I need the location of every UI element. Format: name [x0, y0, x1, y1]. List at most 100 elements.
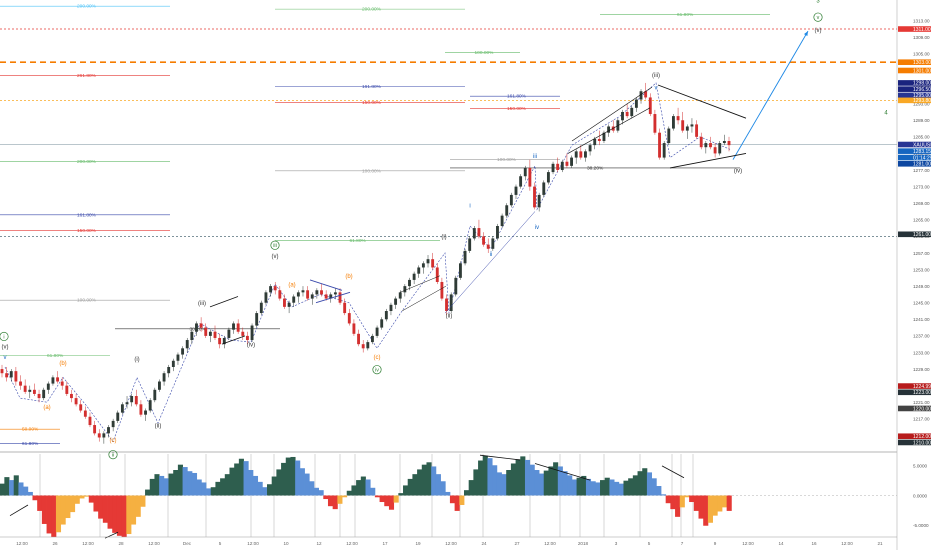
candle-body	[667, 128, 671, 144]
oscillator-bar	[187, 471, 193, 496]
trend-lines	[209, 84, 747, 345]
oscillator-bar	[182, 467, 188, 496]
price-tag-bg	[898, 160, 931, 167]
oscillator-bar	[717, 495, 723, 512]
candle-body	[408, 279, 411, 287]
wave-label: (i)	[134, 357, 139, 363]
price-tag-bg	[898, 97, 931, 104]
oscillator-bar	[9, 480, 15, 496]
candle-body	[83, 410, 87, 417]
oscillator-bar	[374, 495, 380, 498]
price-tag-bg	[898, 439, 931, 446]
candle-body	[310, 294, 314, 299]
candle-body	[278, 290, 282, 299]
oscillator-bar	[18, 482, 24, 496]
candle-body	[440, 281, 444, 299]
candle-body	[93, 425, 97, 434]
fib-label: 150.00%	[77, 228, 97, 234]
candle-body	[74, 398, 78, 405]
wave-label: 3	[816, 0, 820, 4]
candle-body	[718, 143, 722, 154]
y-tick-label: 1217.00	[913, 417, 930, 422]
x-tick-label: 12:00	[445, 541, 457, 546]
candle-body	[426, 259, 430, 264]
candle-body	[171, 360, 175, 367]
oscillator-bar	[675, 495, 681, 517]
candle-body	[449, 294, 453, 312]
oscillator-bar	[689, 495, 695, 503]
oscillator-bar	[360, 476, 366, 496]
oscillator-bar	[712, 495, 718, 516]
oscillator-bar	[281, 462, 287, 496]
oscillator-bar	[473, 469, 479, 496]
price-tag-bg	[898, 383, 931, 389]
x-tick-label: 5	[648, 541, 651, 546]
wave-label: (ii)	[446, 314, 453, 320]
price-tag-label: 1210.00	[913, 440, 931, 446]
candle-body	[70, 393, 73, 399]
wave-label-circle	[0, 331, 9, 342]
x-tick-label: 5	[219, 541, 222, 546]
oscillator-bar	[693, 495, 699, 511]
oscillator-bar	[548, 466, 554, 496]
candle-body	[435, 267, 439, 282]
candle-body	[486, 244, 490, 249]
oscillator-bar	[609, 479, 615, 496]
oscillator-bar	[407, 478, 413, 496]
candle-body	[236, 323, 240, 332]
candle-body	[398, 292, 402, 299]
wave-label: (a)	[43, 405, 50, 411]
oscillator-bar	[623, 480, 629, 496]
candle-body	[167, 366, 171, 374]
oscillator-bar	[191, 472, 198, 496]
x-tick-label: 14	[778, 541, 784, 546]
oscillator-bar	[257, 481, 263, 496]
oscillator-bar	[51, 495, 57, 537]
oscillator-bar	[576, 477, 582, 496]
oscillator-bar	[524, 459, 531, 496]
oscillator-bar	[74, 495, 80, 504]
candle-body	[722, 140, 726, 144]
oscillator-bar	[534, 470, 540, 496]
oscillator-bar	[243, 461, 249, 496]
y-tick-label: 1237.00	[913, 334, 930, 339]
candle-body	[181, 348, 185, 355]
candle-body	[213, 331, 217, 338]
oscillator-bar	[614, 481, 620, 496]
candle-body	[695, 124, 699, 137]
price-tag-label: 1311.00	[913, 27, 931, 33]
oscillator-bar	[304, 473, 310, 496]
oscillator-bar	[412, 474, 418, 496]
price-tag-bg	[898, 231, 931, 238]
x-tick-label: 12:00	[544, 541, 556, 546]
x-tick-label: Dec	[183, 541, 192, 546]
wave-label-circle	[372, 365, 382, 375]
y-tick-label: 1313.00	[913, 19, 930, 24]
time-axis: 12:00 26 12:00 28 12:00 Dec 5 12:00 10 12 12:00 17 1…	[16, 541, 883, 546]
oscillator-bar	[206, 488, 212, 496]
oscillator-bar	[98, 495, 104, 519]
oscillator-bar	[309, 481, 315, 496]
candle-body	[222, 337, 226, 345]
candle-body	[607, 126, 611, 133]
oscillator-bar	[398, 493, 404, 496]
oscillator-bar	[299, 468, 305, 496]
fib-label: 38.20%	[587, 165, 604, 171]
candle-body	[14, 371, 18, 382]
candle-body	[241, 331, 245, 336]
price-tag-label: 1281.00	[913, 162, 931, 168]
oscillator-bar	[529, 464, 535, 496]
candle-body	[621, 111, 624, 121]
oscillator-bar	[571, 479, 577, 496]
oscillator-bar	[332, 495, 338, 510]
price-tag-label: 1295.00	[913, 93, 931, 99]
oscillator-bar	[590, 481, 596, 496]
oscillator-bar	[646, 472, 653, 496]
wave-label: (v)	[815, 28, 822, 34]
candle-body	[384, 311, 388, 320]
candle-body	[412, 273, 416, 280]
oscillator-bar	[510, 463, 516, 496]
price-tag-label: 1223.00	[913, 390, 931, 396]
oscillator-bar	[698, 495, 704, 519]
fib-label: 100.00%	[77, 298, 97, 304]
